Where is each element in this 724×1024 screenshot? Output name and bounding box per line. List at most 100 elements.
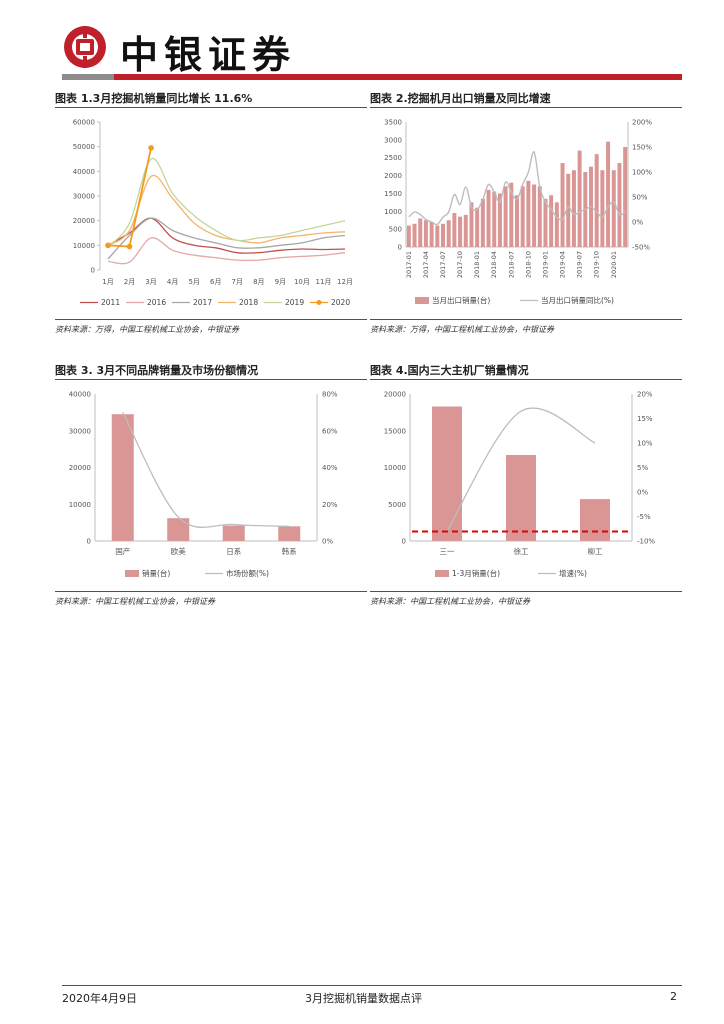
y-left-tick-label: 0 <box>398 244 402 252</box>
bar <box>497 193 502 247</box>
y-right-tick-label: 0% <box>322 538 333 546</box>
bar <box>463 214 468 247</box>
bar <box>452 213 457 247</box>
header-rule-gray <box>62 74 114 80</box>
x-tick-label: 2018-07 <box>507 251 515 278</box>
share-line <box>122 412 290 529</box>
x-tick-label: 4月 <box>167 278 178 286</box>
bar <box>278 526 301 541</box>
bar <box>611 170 616 247</box>
y-right-tick-label: 20% <box>637 391 653 399</box>
series-line-2020 <box>107 147 152 248</box>
figure-2: 图表 2.挖掘机月出口销量及同比增速 0 500 1000 1500 2000 2500 3… <box>370 90 682 340</box>
figure-3: 图表 3. 3月不同品牌销量及市场份额情况 0 10000 20000 30000 40… <box>55 362 367 612</box>
figure-source: 资料来源：中国工程机械工业协会，中银证券 <box>370 597 530 606</box>
bar <box>537 186 542 247</box>
figure-source: 资料来源：万得，中国工程机械工业协会，中银证券 <box>55 325 239 334</box>
x-tick-label: 2019-01 <box>541 251 549 278</box>
footer-title: 3月挖掘机销量数据点评 <box>305 992 422 1005</box>
y-tick-label: 10000 <box>73 242 95 250</box>
bar <box>458 216 463 247</box>
chart-1-svg: 0 10000 20000 30000 40000 50000 60000 1月 2月 3月 4月 5… <box>73 119 353 308</box>
bar <box>475 207 480 247</box>
x-tick-label: 2020-01 <box>610 251 618 278</box>
legend-label: 2019 <box>285 298 304 307</box>
y-right-tick-label: 60% <box>322 427 338 435</box>
chart-3-svg: 0 10000 20000 30000 40000 0% 20% 40% 60% 80% 国产 欧美 日… <box>69 391 338 579</box>
y-left-tick-label: 10000 <box>69 501 91 509</box>
source-rule <box>55 591 367 592</box>
y-left-tick-label: 5000 <box>388 501 406 509</box>
page-number: 2 <box>670 990 677 1003</box>
x-tick-label: 9月 <box>275 278 286 286</box>
x-tick-label: 2018-10 <box>524 251 532 278</box>
title-rule <box>370 379 682 380</box>
x-tick-label: 6月 <box>210 278 221 286</box>
title-rule <box>55 107 367 108</box>
bar <box>469 202 474 247</box>
figure-1: 图表 1.3月挖掘机销量同比增长 11.6% 0 10000 20000 30000 4… <box>55 90 367 340</box>
title-rule <box>55 379 367 380</box>
x-tick-label: 12月 <box>337 278 353 286</box>
bar <box>515 195 519 247</box>
series-line-2019 <box>107 158 346 248</box>
bar <box>111 414 134 541</box>
bar <box>492 191 497 247</box>
y-tick-label: 50000 <box>73 143 95 151</box>
chart-4-svg: 0 5000 10000 15000 20000 -10% -5% 0% 5% 10% 15% 20%… <box>384 391 656 579</box>
y-left-tick-label: 20000 <box>69 464 91 472</box>
bar <box>506 455 536 541</box>
x-tick-label: 2018-04 <box>490 251 498 278</box>
y-right-tick-label: 5% <box>637 464 648 472</box>
bar <box>446 220 451 247</box>
y-tick-label: 60000 <box>73 119 95 127</box>
series-line-2017 <box>107 217 346 260</box>
x-tick-label: 欧美 <box>171 546 186 556</box>
bar <box>520 186 525 247</box>
y-left-tick-label: 2000 <box>384 172 402 180</box>
bar <box>418 218 423 247</box>
y-left-tick-label: 40000 <box>69 391 91 399</box>
x-tick-label: 2017-10 <box>456 251 464 278</box>
source-rule <box>370 319 682 320</box>
y-right-tick-label: 0% <box>632 219 643 227</box>
header-rule-red <box>114 74 682 80</box>
series-point-2020 <box>148 145 154 151</box>
y-left-tick-label: 30000 <box>69 427 91 435</box>
y-left-tick-label: 2500 <box>384 154 402 162</box>
x-tick-label: 1月 <box>102 278 113 286</box>
y-left-tick-label: 500 <box>389 226 402 234</box>
report-header: 中银证券 <box>0 0 724 82</box>
bar <box>406 225 411 247</box>
bar <box>503 186 508 247</box>
y-right-tick-label: 20% <box>322 501 338 509</box>
x-tick-label: 5月 <box>188 278 199 286</box>
x-tick-label: 8月 <box>253 278 264 286</box>
figure-source: 资料来源：中国工程机械工业协会，中银证券 <box>55 597 215 606</box>
bar <box>429 222 434 247</box>
bar <box>571 170 576 247</box>
y-right-tick-label: 40% <box>322 464 338 472</box>
x-tick-label: 10月 <box>294 278 310 286</box>
bar <box>532 184 537 247</box>
legend-marker <box>316 300 322 305</box>
bar <box>577 150 582 247</box>
bar <box>580 499 610 541</box>
legend-label: 销量(台) <box>142 568 170 578</box>
bar <box>623 147 628 247</box>
bar <box>543 198 548 247</box>
legend-label: 2017 <box>193 298 212 307</box>
bar <box>560 163 565 247</box>
bar <box>486 189 491 247</box>
y-tick-label: 40000 <box>73 168 95 176</box>
legend-label: 当月出口销量(台) <box>432 295 490 305</box>
x-tick-label: 国产 <box>115 546 130 556</box>
bar <box>423 220 428 247</box>
series-line-2016 <box>107 237 346 265</box>
growth-line <box>446 407 596 532</box>
legend-label: 2016 <box>147 298 166 307</box>
x-tick-label: 2019-07 <box>576 251 584 278</box>
y-right-tick-label: -50% <box>632 244 650 252</box>
x-tick-label: 11月 <box>315 278 331 286</box>
x-tick-label: 日系 <box>226 546 241 556</box>
